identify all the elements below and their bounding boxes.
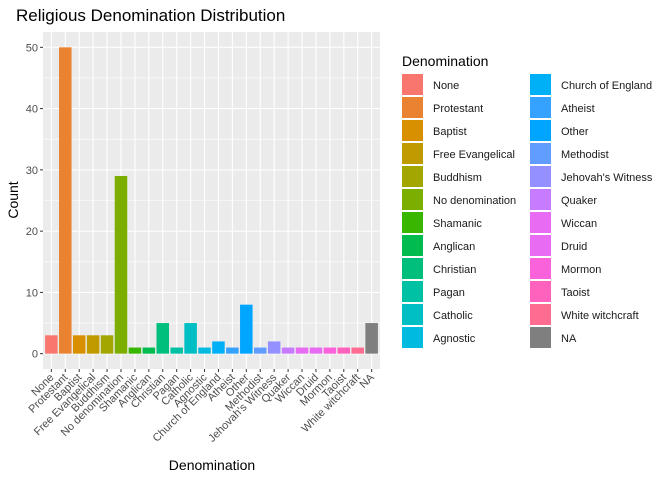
bar-anglican (142, 347, 156, 354)
legend-label: White witchcraft (561, 310, 639, 322)
legend-label: NA (561, 333, 577, 345)
legend-title: Denomination (402, 53, 488, 69)
legend-key (402, 120, 423, 141)
legend-key (530, 166, 551, 187)
bar-agnostic (198, 347, 211, 354)
legend-label: Wiccan (561, 218, 597, 230)
bar-jehovah-s-witness (267, 341, 281, 354)
legend-label: Agnostic (433, 333, 476, 345)
bar-free-evangelical (86, 335, 100, 354)
legend-key (530, 281, 551, 302)
bar-church-of-england (212, 341, 225, 354)
legend-label: Taoist (561, 287, 590, 299)
legend-items: None Protestant Baptist Free Evangelical Bud… (402, 74, 653, 348)
bar-shamanic (128, 347, 142, 354)
y-tick-label: 50 (26, 42, 38, 54)
legend-key (402, 235, 423, 256)
bar-buddhism (100, 335, 114, 354)
bar-methodist (253, 347, 267, 354)
legend-label: None (433, 80, 459, 92)
bars (45, 47, 378, 354)
y-tick-label: 20 (26, 226, 38, 238)
legend-key (402, 212, 423, 233)
legend-key (530, 212, 551, 233)
bar-pagan (170, 347, 183, 354)
legend-label: Catholic (433, 310, 473, 322)
x-axis-title: Denomination (169, 457, 255, 473)
chart-title: Religious Denomination Distribution (16, 6, 285, 25)
legend-key (402, 189, 423, 210)
y-axis-title: Count (5, 181, 21, 218)
bar-none (45, 335, 58, 354)
legend-key (530, 327, 551, 348)
legend-label: Mormon (561, 264, 601, 276)
legend-label: Pagan (433, 287, 465, 299)
legend-label: Protestant (433, 103, 483, 115)
legend-key (402, 143, 423, 164)
bar-catholic (184, 323, 197, 354)
legend-label: Atheist (561, 103, 595, 115)
y-tick-label: 10 (26, 287, 38, 299)
y-tick-label: 30 (26, 165, 38, 177)
legend-key (530, 235, 551, 256)
y-tick-label: 0 (32, 349, 38, 361)
bar-baptist (72, 335, 86, 354)
bar-wiccan (295, 347, 309, 354)
bar-mormon (323, 347, 337, 354)
legend-label: Methodist (561, 149, 609, 161)
bar-atheist (226, 347, 239, 354)
legend-label: Anglican (433, 241, 475, 253)
legend-key (402, 97, 423, 118)
bar-na (365, 323, 378, 354)
bar-taoist (337, 347, 351, 354)
bar-no-denomination (114, 175, 128, 354)
legend-label: Quaker (561, 195, 597, 207)
legend-key (530, 304, 551, 325)
y-tick-label: 40 (26, 104, 38, 116)
legend-key (530, 120, 551, 141)
legend-key (402, 327, 423, 348)
legend-key (530, 258, 551, 279)
legend-key (530, 143, 551, 164)
bar-druid (309, 347, 323, 354)
bar-protestant (59, 47, 72, 354)
legend-key (530, 74, 551, 95)
bar-christian (156, 323, 170, 354)
legend-key (402, 304, 423, 325)
bar-quaker (281, 347, 295, 354)
legend-label: Free Evangelical (433, 149, 515, 161)
x-tick-label: NA (357, 371, 377, 391)
legend-key (402, 74, 423, 95)
legend-key (402, 166, 423, 187)
legend-label: Jehovah's Witness (561, 172, 653, 184)
legend: Denomination None Protestant Baptist Free E… (402, 53, 653, 348)
legend-label: No denomination (433, 195, 516, 207)
legend-label: Baptist (433, 126, 467, 138)
legend-key (530, 189, 551, 210)
bar-white-witchcraft (351, 347, 364, 354)
legend-label: Church of England (561, 80, 652, 92)
bar-other (240, 304, 253, 354)
legend-label: Other (561, 126, 589, 138)
grid-lines (43, 32, 380, 369)
legend-label: Buddhism (433, 172, 482, 184)
legend-label: Druid (561, 241, 587, 253)
legend-label: Christian (433, 264, 476, 276)
legend-key (530, 97, 551, 118)
y-axis-ticks: 0 10 20 30 40 50 (26, 42, 43, 361)
legend-label: Shamanic (433, 218, 482, 230)
legend-key (402, 258, 423, 279)
legend-key (402, 281, 423, 302)
